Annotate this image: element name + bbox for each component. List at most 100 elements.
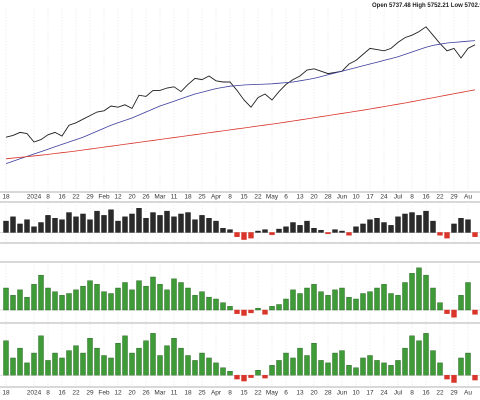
bar [10,216,16,233]
bar [318,229,324,233]
x-tick-label: Feb [98,194,110,201]
x-tick-label: 8 [410,194,414,201]
x-tick-label: Jul [394,194,403,201]
x-tick-label: 8 [46,390,50,397]
x-tick-label: Au [464,390,472,397]
bar [465,219,471,233]
bar [388,293,394,311]
open-value: 5737.48 [389,3,411,9]
x-tick-label: 2024 [27,194,42,201]
low-label: Low [451,3,463,9]
x-tick-label: 28 [324,194,332,201]
bar [3,340,9,376]
x-tick-label: 11 [171,194,178,201]
x-tick-label: 22 [254,390,262,397]
x-tick-label: 28 [324,390,332,397]
bar [185,355,191,376]
bar [206,218,212,233]
bar [437,302,443,311]
bar [3,220,9,233]
x-tick-label: Apr [211,194,222,201]
x-tick-label: May [266,390,279,397]
x-tick-label: 12 [114,390,122,397]
bar [80,213,86,233]
bar [59,357,65,376]
bar [304,287,310,311]
bar [416,340,422,376]
bar [444,232,450,239]
bar [374,287,380,311]
bar [52,218,58,233]
bar [241,232,247,240]
x-tick-label: 13 [296,390,304,397]
bar [248,232,254,239]
bar [143,285,149,311]
x-tick-label: Feb [98,390,110,397]
bar [430,220,436,233]
x-tick-label: 20 [128,194,136,201]
bar [17,289,23,311]
bar [45,360,51,376]
bar [332,289,338,311]
bar [262,374,268,379]
bar [136,347,142,376]
bar [31,226,37,233]
bar [346,232,352,236]
bar [444,309,450,314]
bar [423,210,429,233]
x-tick-label: 8 [46,194,50,201]
bar [94,347,100,376]
x-tick-label: Jul [394,390,403,397]
bar [31,352,37,376]
bar [3,287,9,311]
bar [423,333,429,376]
bar [318,360,324,376]
bar [45,287,51,311]
bar [227,306,233,311]
bar [101,355,107,376]
bar [269,306,275,311]
x-tick-label: 10 [352,194,360,201]
x-tick-label: Jun [337,194,348,201]
x-tick-label: 24 [380,194,388,201]
high-value: 5752.21 [427,3,449,9]
bar [262,309,268,315]
bar [171,338,177,376]
bar [248,309,254,314]
bar [409,273,415,311]
x-tick-label: 12 [114,194,122,201]
bar [199,291,205,311]
bar [444,374,450,380]
bar [150,333,156,376]
bar [360,357,366,376]
bar [290,222,296,233]
bar [472,374,478,381]
x-tick-label: 24 [380,390,388,397]
bar [360,293,366,311]
bar [108,357,114,376]
x-tick-label: Mar [154,390,166,397]
bar [73,345,79,376]
bar [472,232,478,237]
bar [220,367,226,376]
bar [423,274,429,311]
bar [157,284,163,311]
bar [129,213,135,233]
bar [185,212,191,233]
x-tick-label: 6 [284,390,288,397]
x-tick-label: 15 [240,194,248,201]
bar [192,219,198,233]
x-tick-label: 29 [450,390,458,397]
bar [395,295,401,311]
bar [17,347,23,376]
x-tick-label: 16 [58,194,66,201]
bar [178,282,184,311]
x-tick-label: Mar [154,194,166,201]
bar [213,362,219,376]
bar [143,340,149,376]
bar [45,215,51,233]
bar [171,216,177,233]
bar [164,345,170,376]
